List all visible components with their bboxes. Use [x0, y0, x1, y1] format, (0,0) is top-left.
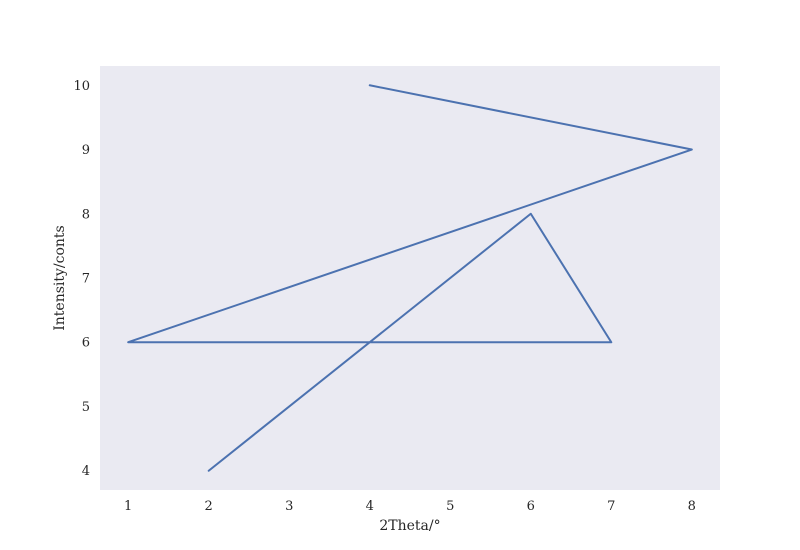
x-axis-label: 2Theta/°: [379, 518, 440, 534]
y-tick-label: 6: [82, 336, 90, 351]
y-tick-label: 5: [82, 400, 90, 415]
x-tick-label: 1: [124, 499, 132, 514]
x-tick-label: 2: [205, 499, 213, 514]
series-line-1: [127, 84, 693, 472]
y-tick-label: 10: [73, 79, 90, 94]
y-tick-labels: 4 5 6 7 8 9 10: [73, 79, 90, 479]
x-tick-label: 7: [607, 499, 615, 514]
x-tick-label: 6: [527, 499, 535, 514]
plot-area: [100, 66, 720, 490]
x-tick-labels: 1 2 3 4 5 6 7 8: [124, 499, 696, 514]
y-tick-label: 4: [82, 464, 90, 479]
x-tick-label: 4: [366, 499, 374, 514]
x-tick-label: 8: [688, 499, 696, 514]
y-axis-label: Intensity/conts: [52, 225, 68, 331]
x-tick-label: 5: [446, 499, 454, 514]
y-tick-label: 8: [82, 207, 90, 222]
x-tick-label: 3: [285, 499, 293, 514]
y-tick-label: 9: [82, 143, 90, 158]
y-tick-label: 7: [82, 272, 90, 287]
series-layer: [127, 84, 693, 472]
